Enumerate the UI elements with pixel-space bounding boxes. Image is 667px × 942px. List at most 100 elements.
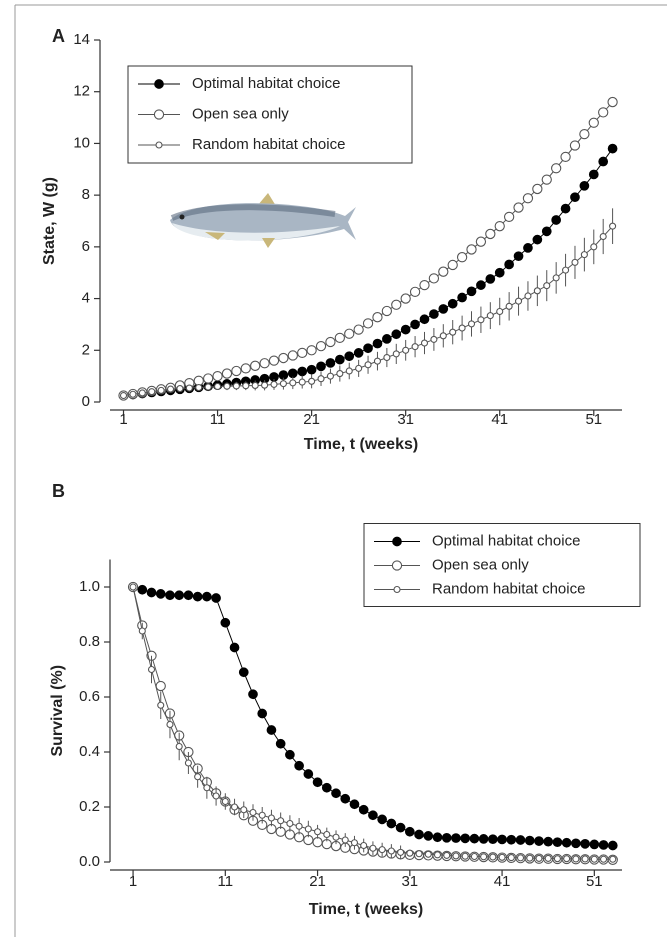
data-point (248, 689, 258, 700)
data-point (306, 345, 317, 356)
data-point (212, 370, 223, 382)
data-point (424, 850, 432, 858)
data-point (395, 822, 406, 833)
data-point (204, 383, 212, 391)
data-point (590, 243, 598, 251)
data-point (607, 143, 618, 154)
data-point (334, 354, 345, 365)
y-tick-label: 4 (82, 290, 90, 307)
data-point (325, 336, 336, 348)
data-point (447, 298, 458, 309)
data-point (494, 267, 505, 278)
data-point (419, 279, 430, 291)
data-point (353, 324, 364, 335)
data-point (599, 232, 607, 241)
data-point (314, 828, 322, 836)
data-point (478, 834, 489, 844)
legend-marker (153, 109, 165, 120)
legend-marker (392, 536, 402, 547)
data-point (476, 280, 486, 290)
data-point (223, 382, 231, 390)
data-point (544, 854, 552, 862)
data-point (598, 107, 609, 118)
x-tick-label: 21 (309, 873, 326, 890)
panel-label: B (52, 481, 65, 501)
data-point (316, 361, 326, 372)
data-point (590, 855, 598, 863)
series (128, 582, 618, 851)
data-point (267, 814, 275, 822)
data-point (489, 853, 497, 861)
data-point (364, 361, 372, 369)
data-point (155, 589, 166, 599)
data-point (326, 372, 334, 380)
data-point (419, 314, 430, 325)
data-point (541, 226, 552, 237)
x-tick-label: 11 (218, 873, 234, 890)
data-point (360, 841, 368, 850)
data-point (312, 837, 323, 848)
x-tick-label: 41 (491, 411, 508, 428)
data-point (146, 587, 157, 598)
data-point (504, 259, 514, 270)
x-tick-label: 51 (586, 873, 603, 890)
legend-marker (155, 141, 163, 149)
data-point (344, 351, 355, 362)
data-point (607, 840, 618, 851)
data-point (551, 215, 562, 225)
data-point (294, 760, 304, 771)
data-point (184, 759, 192, 767)
data-point (579, 180, 590, 191)
data-point (609, 222, 617, 230)
data-point (295, 822, 303, 830)
data-point (402, 346, 410, 354)
data-point (543, 836, 554, 847)
data-point (119, 391, 128, 400)
data-point (304, 825, 312, 833)
data-point (485, 274, 496, 284)
series (127, 581, 618, 865)
data-point (560, 151, 571, 163)
data-point (303, 769, 314, 779)
data-point (387, 847, 395, 855)
data-point (362, 318, 374, 329)
data-point (532, 234, 543, 245)
data-point (323, 830, 331, 839)
y-tick-label: 0.8 (79, 633, 100, 650)
data-point (289, 379, 297, 387)
data-point (423, 831, 434, 841)
data-point (506, 834, 517, 845)
data-point (526, 854, 534, 862)
data-point (486, 312, 494, 320)
data-point (278, 352, 289, 364)
data-point (266, 725, 277, 735)
data-point (250, 360, 261, 371)
data-point (203, 784, 211, 792)
data-point (571, 258, 579, 266)
fish-illustration (170, 193, 356, 248)
data-point (579, 128, 590, 140)
data-point (563, 855, 571, 863)
data-point (438, 266, 449, 277)
data-point (414, 829, 424, 840)
data-point (221, 368, 233, 379)
data-point (279, 380, 287, 388)
data-point (373, 357, 382, 365)
data-point (609, 855, 617, 863)
data-point (383, 353, 391, 362)
data-point (137, 584, 148, 595)
y-tick-label: 14 (73, 31, 90, 48)
data-point (496, 307, 504, 316)
x-tick-label: 41 (494, 873, 511, 890)
data-point (240, 363, 251, 374)
data-point (523, 243, 533, 253)
data-point (572, 855, 580, 863)
data-point (522, 193, 534, 204)
data-point (411, 343, 419, 351)
data-point (355, 364, 363, 372)
data-point (340, 793, 351, 804)
data-point (457, 292, 467, 303)
data-point (524, 835, 535, 846)
data-point (240, 806, 248, 814)
data-point (498, 853, 506, 861)
